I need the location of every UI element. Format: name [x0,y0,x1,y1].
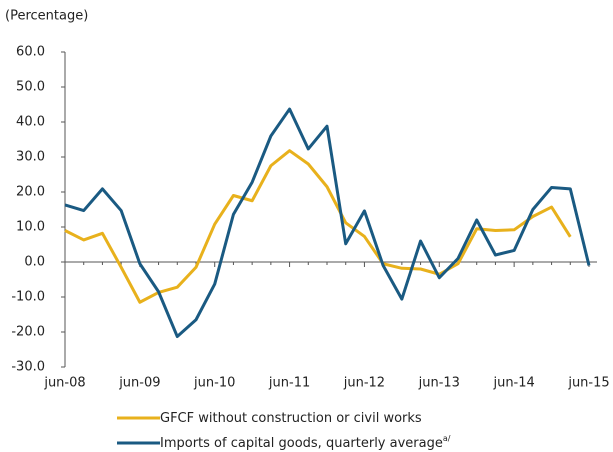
x-tick-label: jun-15 [567,376,609,391]
legend-note: a/ [443,434,451,443]
y-tick-label: 50.0 [16,80,45,95]
y-tick-label: 0.0 [24,255,45,270]
y-tick-label: 20.0 [16,185,45,200]
y-tick-label: 10.0 [16,220,45,235]
legend-label: GFCF without construction or civil works [160,411,422,426]
legend-text: GFCF without construction or civil works [160,411,422,426]
chart-title: (Percentage) [5,9,88,24]
y-tick-label: -20.0 [11,325,45,340]
legend-text: Imports of capital goods, quarterly aver… [160,436,443,451]
x-tick-label: jun-11 [268,376,310,391]
series-line [64,107,591,339]
x-tick-label: jun-12 [343,376,385,391]
x-tick-label: jun-14 [492,376,534,391]
x-tick-label: jun-13 [418,376,460,391]
x-tick-label: jun-10 [193,376,235,391]
legend-label: Imports of capital goods, quarterly aver… [160,434,451,451]
x-tick-label: jun-09 [118,376,160,391]
x-tick-label: jun-08 [43,376,85,391]
series-line [64,149,572,304]
y-tick-label: 40.0 [16,115,45,130]
y-tick-label: -10.0 [11,290,45,305]
y-tick-label: -30.0 [11,360,45,375]
y-tick-label: 60.0 [16,45,45,60]
y-tick-label: 30.0 [16,150,45,165]
